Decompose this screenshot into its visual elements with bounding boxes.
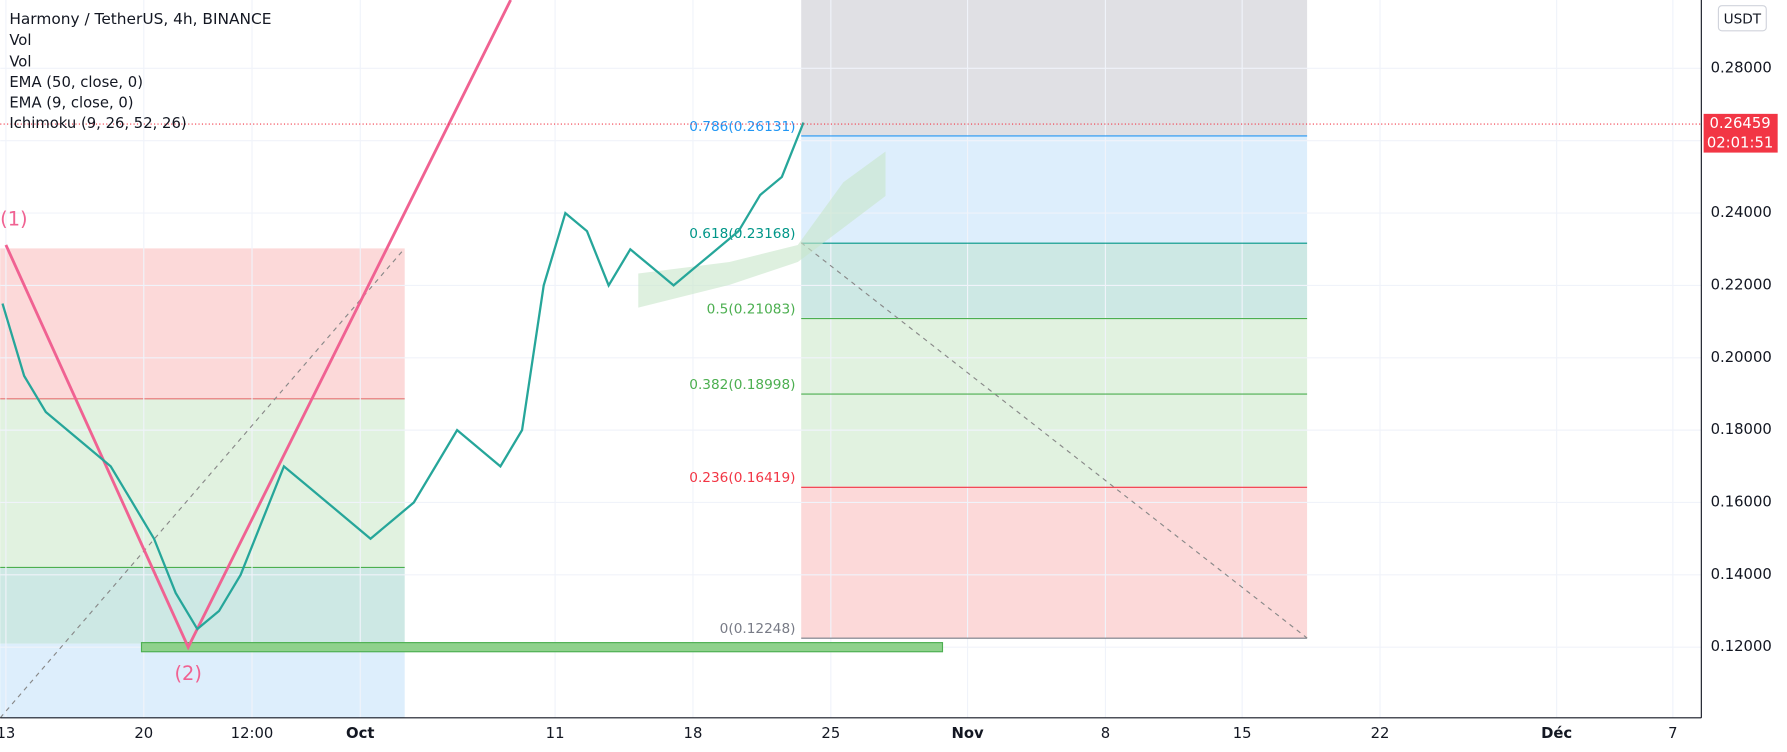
symbol-title: Harmony / TetherUS, 4h, BINANCE [9, 10, 271, 28]
last-price-box [1703, 113, 1778, 153]
fib-label: 0(0.12248) [720, 621, 796, 637]
time-tick-label: Nov [951, 725, 984, 742]
fib-zone [801, 242, 1308, 318]
time-tick-label: 18 [684, 725, 703, 742]
indicator: Ichimoku (9, 26, 52, 26) [9, 115, 186, 132]
time-tick-label: 8 [1101, 725, 1110, 742]
time-tick-label: 11 [546, 725, 565, 742]
fib-label: 0.786(0.26131) [689, 119, 795, 135]
countdown: 02:01:51 [1707, 134, 1773, 151]
indicator: EMA (9, close, 0) [9, 95, 133, 112]
profit-zone [0, 398, 405, 568]
price-tick-label: 0.16000 [1711, 493, 1772, 510]
ichimoku-cloud [638, 151, 886, 308]
currency-button[interactable] [1717, 5, 1767, 32]
time-tick-label: Oct [346, 725, 374, 742]
base-zone [0, 643, 405, 718]
time-tick-label: 15 [1233, 725, 1252, 742]
price-tick-label: 0.14000 [1711, 566, 1772, 583]
loss-zone [0, 248, 405, 399]
position-tool [0, 248, 405, 718]
fib-label: 0.236(0.16419) [689, 470, 795, 486]
wave-label: (1) [0, 207, 27, 230]
trend-dashed [0, 248, 406, 719]
price-tick-label: 0.22000 [1711, 276, 1772, 293]
price-tick-label: 0.18000 [1711, 421, 1772, 438]
indicator: Vol [9, 32, 31, 49]
wave-label: (2) [174, 662, 201, 685]
price-tick-label: 0.28000 [1711, 59, 1772, 76]
last-price-tag: 0.26459 02:01:51 [1703, 113, 1778, 153]
grid [0, 0, 1702, 718]
indicator: Vol [9, 54, 31, 71]
price-tick-label: 0.24000 [1711, 204, 1772, 221]
time-tick-label: 20 [134, 725, 153, 742]
fib-zone [801, 317, 1308, 487]
price-series [1, 122, 805, 631]
last-price: 0.26459 [1709, 115, 1770, 132]
legend: Harmony / TetherUS, 4h, BINANCE Vol Vol … [9, 10, 271, 132]
time-tick-label: 22 [1371, 725, 1390, 742]
price-tick-label: 0.12000 [1711, 638, 1772, 655]
support-band [140, 642, 944, 653]
profit-zone-2 [0, 567, 405, 644]
price-line [1, 122, 805, 631]
fib-label: 0.382(0.18998) [689, 377, 795, 393]
currency: USDT [1724, 11, 1762, 27]
time-axis: 13 20 12:00 Oct 11 18 25 Nov 8 15 22 Déc 7 [0, 725, 1678, 742]
fib-levels: 0.786(0.26131) 0.618(0.23168) 0.5(0.21083)… [689, 119, 1308, 639]
fib-zone [801, 486, 1308, 639]
wave-line [4, 0, 512, 651]
fib-label: 0.5(0.21083) [707, 301, 796, 317]
fib-label: 0.618(0.23168) [689, 226, 795, 242]
time-tick-label: 13 [0, 725, 15, 742]
time-tick-label: 25 [821, 725, 840, 742]
price-axis: 0.280000.260000.240000.220000.200000.180… [1711, 59, 1772, 655]
time-tick-label: Déc [1541, 725, 1572, 742]
trend-dashed [800, 242, 1308, 639]
time-tick-label: 12:00 [231, 725, 274, 742]
time-tick-label: 7 [1668, 725, 1677, 742]
price-tick-label: 0.20000 [1711, 349, 1772, 366]
indicator: EMA (50, close, 0) [9, 74, 143, 91]
